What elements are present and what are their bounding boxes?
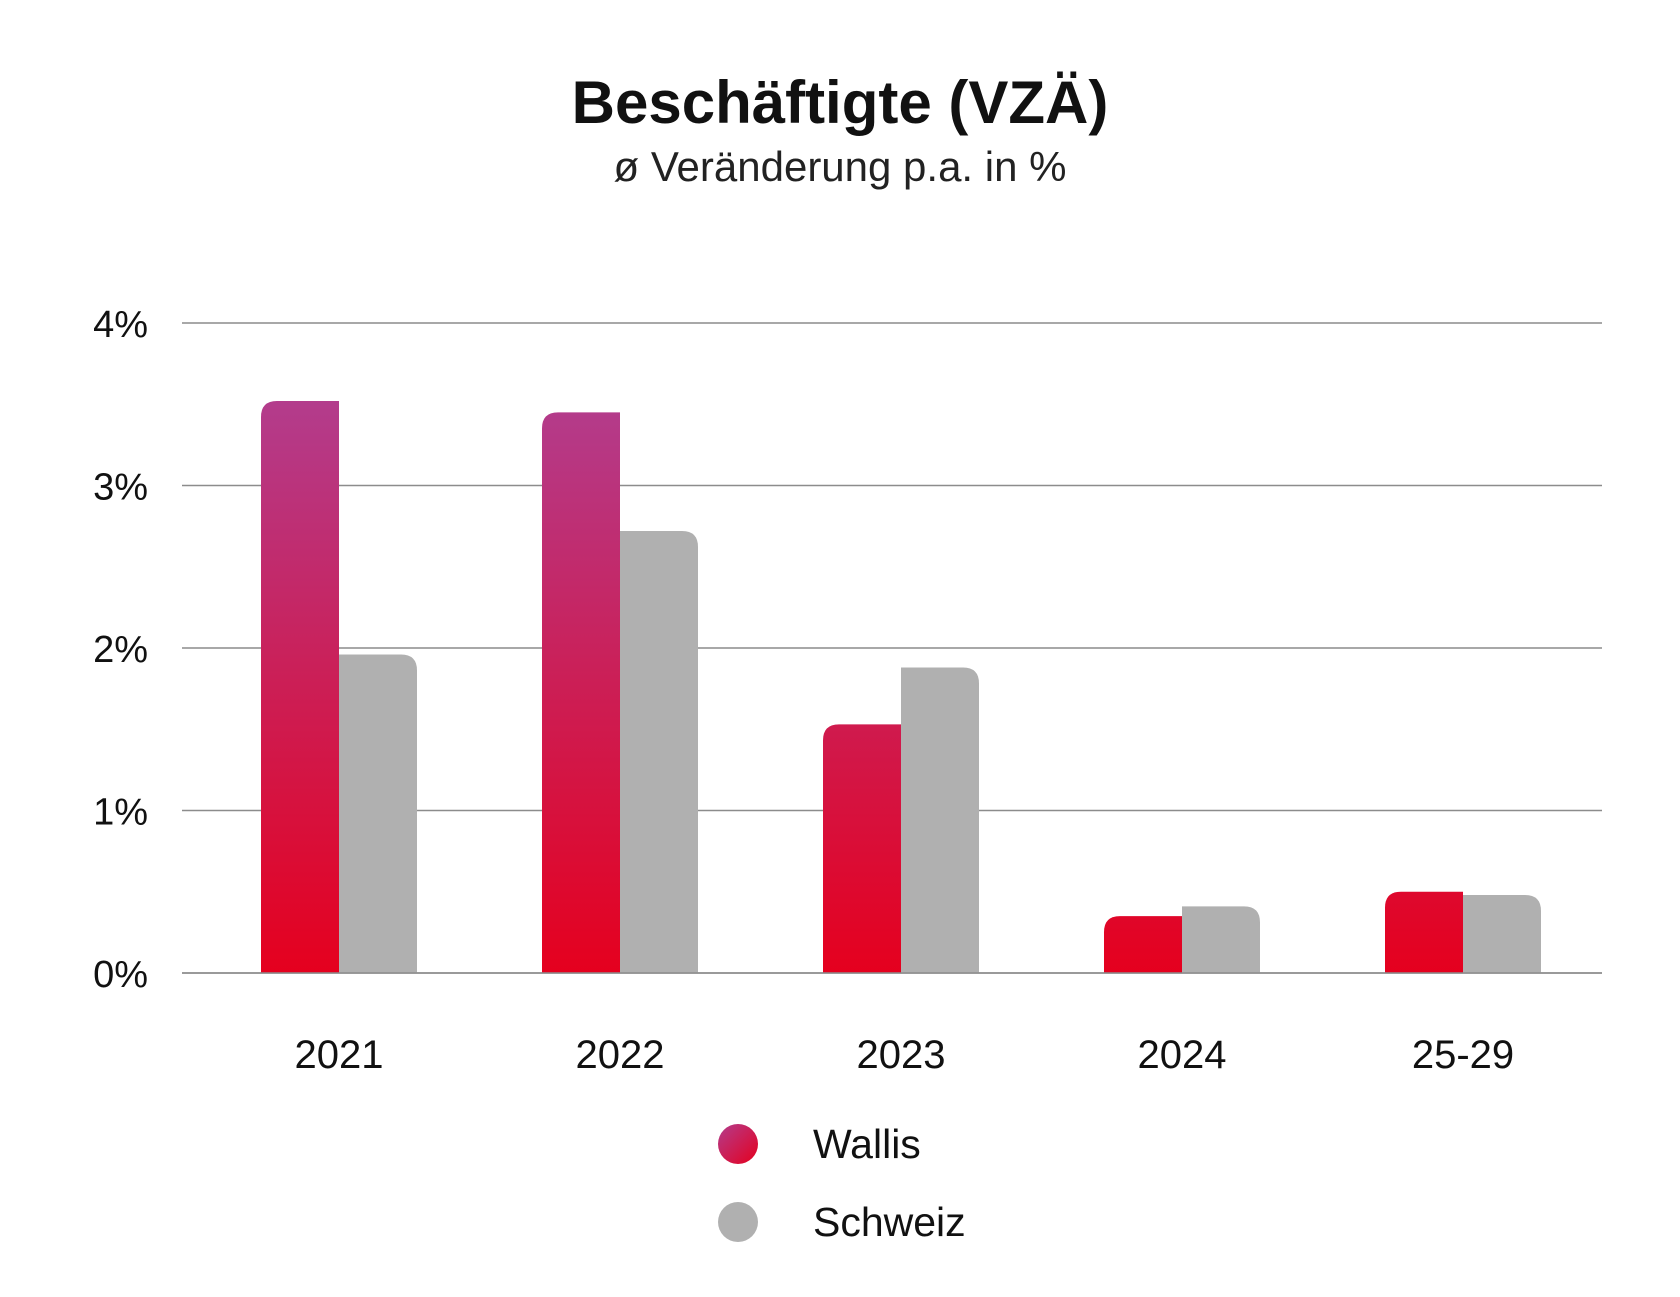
x-tick-label: 2024 <box>1138 1033 1227 1077</box>
chart-subtitle: ø Veränderung p.a. in % <box>613 143 1067 190</box>
legend-item-schweiz: Schweiz <box>718 1183 966 1261</box>
bar-wallis-25-29 <box>1385 891 1463 973</box>
y-axis: 0% 1% 2% 3% 4% <box>93 304 148 996</box>
bar-schweiz-2024 <box>1182 906 1260 973</box>
chart-title: Beschäftigte (VZÄ) <box>571 69 1109 136</box>
legend-swatch-wallis <box>718 1124 758 1164</box>
bar-wallis-2022 <box>542 412 620 973</box>
bar-wallis-2024 <box>1104 916 1182 973</box>
bar-schweiz-2022 <box>620 531 698 973</box>
y-tick-label: 1% <box>93 792 148 834</box>
legend-swatch-schweiz <box>718 1202 758 1242</box>
x-tick-label: 2022 <box>576 1033 665 1077</box>
bar-wallis-2023 <box>823 724 901 973</box>
bar-schweiz-25-29 <box>1463 895 1541 973</box>
x-tick-label: 25-29 <box>1412 1033 1514 1077</box>
x-tick-label: 2021 <box>295 1033 384 1077</box>
bar-schweiz-2021 <box>339 654 417 973</box>
x-axis: 2021 2022 2023 2024 25-29 <box>295 1033 1515 1077</box>
bar-schweiz-2023 <box>901 667 979 973</box>
y-tick-label: 4% <box>93 304 148 346</box>
x-tick-label: 2023 <box>857 1033 946 1077</box>
bar-wallis-2021 <box>261 401 339 973</box>
y-tick-label: 2% <box>93 629 148 671</box>
y-tick-label: 0% <box>93 954 148 996</box>
legend-item-wallis: Wallis <box>718 1105 966 1183</box>
y-tick-label: 3% <box>93 467 148 509</box>
bars <box>182 401 1602 974</box>
legend-label-wallis: Wallis <box>813 1120 921 1167</box>
legend: Wallis Schweiz <box>718 1105 966 1261</box>
legend-label-schweiz: Schweiz <box>813 1198 966 1245</box>
